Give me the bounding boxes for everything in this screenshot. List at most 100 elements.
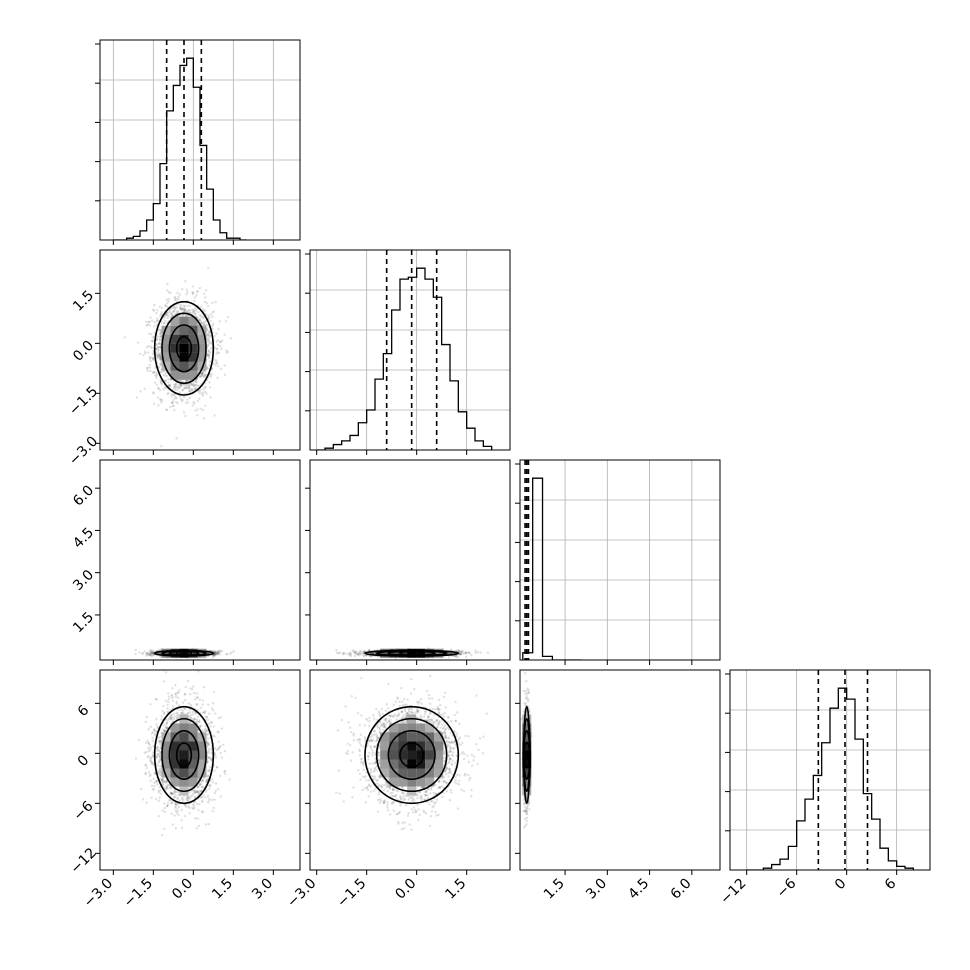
pair-panel-1-0-contour-1	[168, 324, 200, 373]
pair-panel-1-0-point	[170, 401, 174, 404]
pair-panel-1-0-point	[148, 324, 151, 327]
pair-panel-1-0-point	[173, 388, 177, 391]
pair-panel-1-0-point	[179, 304, 183, 307]
pair-panel-2-0-point	[220, 649, 224, 653]
pair-panel-1-0-point	[204, 319, 208, 323]
pair-panel-1-0-point	[208, 350, 211, 354]
pair-panel-1-0-point	[148, 320, 151, 324]
pair-panel-2-1-point	[352, 649, 355, 652]
hist-panel-1-frame	[309, 249, 511, 451]
pair-panel-2-0-density-bin	[170, 648, 180, 658]
pair-panel-1-0-point	[156, 396, 160, 399]
pair-panel-1-0-density-bin	[188, 316, 198, 326]
pair-panel-1-0-point	[147, 344, 150, 348]
pair-panel-1-0-point	[155, 338, 158, 342]
pair-panel-1-0-point	[169, 291, 172, 295]
pair-panel-1-0-point	[188, 309, 191, 312]
pair-panel-2-1-point	[369, 655, 373, 658]
pair-panel-1-0-point	[198, 318, 202, 322]
pair-panel-1-0-point	[163, 304, 167, 307]
pair-panel-1-0-point	[166, 314, 169, 317]
pair-panel-1-0-density-bin	[179, 325, 189, 335]
pair-panel-1-0-point	[204, 385, 207, 389]
pair-panel-1-0-point	[223, 364, 226, 367]
pair-panel-1-0-point	[167, 381, 170, 384]
pair-panel-1-0-point	[202, 323, 206, 326]
pair-panel-1-0-point	[207, 354, 211, 358]
pair-panel-1-0-density-bin	[197, 334, 207, 344]
pair-panel-1-0-point	[188, 387, 191, 390]
pair-panel-1-0-point	[182, 304, 185, 308]
pair-panel-1-0-point	[197, 311, 200, 314]
pair-panel-1-0-point	[136, 341, 140, 344]
pair-panel-2-0-point	[207, 651, 211, 655]
pair-panel-1-0-point	[148, 332, 151, 335]
pair-panel-1-0-point	[192, 309, 196, 312]
pair-panel-1-0-point	[214, 300, 217, 304]
pair-panel-1-0-contour-2	[161, 312, 207, 385]
pair-panel-1-0-point	[162, 388, 165, 391]
pair-panel-2-0-point	[150, 651, 153, 655]
pair-panel-1-0-point	[160, 370, 163, 374]
pair-panel-1-0-point	[209, 319, 212, 323]
pair-panel-1-0-point	[148, 363, 151, 367]
pair-panel-2-0-point	[216, 651, 219, 654]
pair-panel-2-0-point	[146, 652, 149, 655]
pair-panel-1-0-point	[200, 372, 204, 376]
pair-panel-2-0-point	[214, 653, 217, 657]
pair-panel-1-0-ytick-label-0: −3.0	[66, 433, 101, 468]
pair-panel-2-0-point	[151, 652, 155, 655]
pair-panel-2-0-point	[214, 651, 217, 655]
pair-panel-1-0-point	[170, 393, 173, 396]
hist-panel-1	[305, 249, 511, 455]
pair-panel-1-0-point	[180, 399, 184, 403]
pair-panel-1-0-point	[155, 354, 158, 357]
pair-panel-1-0-point	[206, 333, 210, 336]
pair-panel-1-0-point	[178, 395, 182, 398]
pair-panel-1-0-point	[201, 392, 204, 396]
pair-panel-2-0-density-bin	[188, 648, 198, 658]
pair-panel-1-0-point	[151, 336, 154, 339]
pair-panel-1-0-point	[158, 355, 162, 358]
pair-panel-1-0-point	[174, 400, 178, 404]
pair-panel-1-0-point	[186, 398, 189, 401]
pair-panel-2-0-point	[143, 650, 146, 653]
pair-panel-2-0-point	[147, 653, 150, 657]
pair-panel-1-0-point	[152, 370, 155, 374]
pair-panel-1-0-point	[165, 408, 168, 411]
pair-panel-1-0-point	[181, 287, 184, 291]
pair-panel-1-0-point	[173, 307, 177, 311]
pair-panel-1-0-point	[186, 291, 189, 294]
pair-panel-1-0-point	[211, 301, 214, 305]
pair-panel-1-0-point	[168, 385, 172, 389]
pair-panel-1-0-point	[204, 373, 208, 377]
pair-panel-1-0-point	[173, 408, 176, 412]
pair-panel-1-0-point	[143, 387, 146, 391]
pair-panel-1-0-point	[171, 313, 174, 317]
pair-panel-1-0-point	[158, 354, 162, 357]
pair-panel-1-0-point	[207, 354, 210, 357]
pair-panel-1-0-point	[199, 305, 203, 308]
pair-panel-1-0-density-bin	[179, 343, 189, 353]
pair-panel-2-1-point	[450, 648, 453, 651]
pair-panel-1-0-point	[190, 308, 194, 312]
pair-panel-1-0-point	[215, 361, 218, 364]
pair-panel-1-0-point	[145, 324, 148, 327]
pair-panel-1-0-point	[203, 300, 207, 304]
pair-panel-1-0-point	[186, 310, 189, 314]
pair-panel-1-0-point	[214, 363, 217, 366]
pair-panel-1-0-point	[167, 297, 170, 301]
pair-panel-1-0-contours	[153, 300, 215, 396]
pair-panel-1-0-point	[172, 310, 175, 313]
pair-panel-1-0-point	[159, 364, 162, 367]
pair-panel-2-1-point	[362, 651, 365, 655]
pair-panel-1-0-point	[202, 375, 205, 378]
pair-panel-1-0-point	[196, 290, 199, 293]
pair-panel-1-0-point	[162, 322, 166, 325]
pair-panel-1-0-point	[206, 366, 209, 370]
pair-panel-1-0-point	[181, 308, 184, 311]
pair-panel-2-0-point	[151, 652, 154, 655]
pair-panel-1-0-point	[184, 414, 187, 418]
pair-panel-1-0-point	[146, 369, 150, 373]
pair-panel-1-0-point	[208, 360, 212, 363]
